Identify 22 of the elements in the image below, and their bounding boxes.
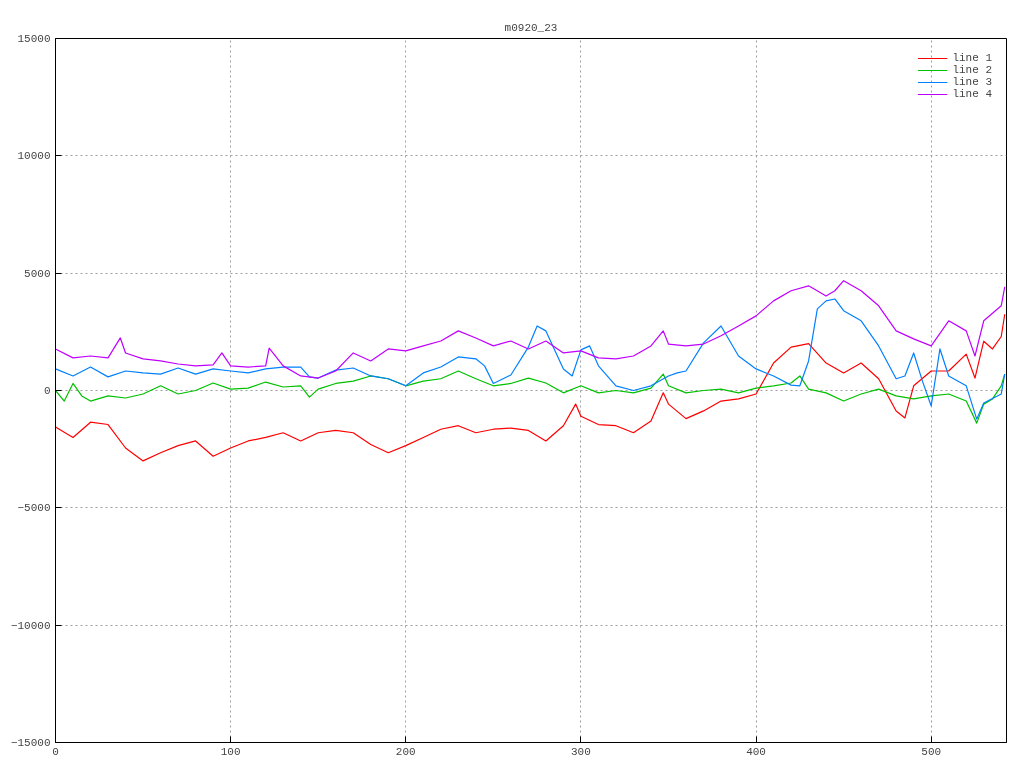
legend-label: line 4 — [952, 88, 992, 100]
line-series — [55, 313, 1006, 462]
y-tick-label: 0 — [43, 385, 51, 397]
y-tick-label: −15000 — [10, 737, 51, 749]
legend-label: line 1 — [952, 52, 992, 64]
line-series — [55, 280, 1006, 379]
y-tick-label: −10000 — [10, 619, 51, 632]
y-tick-label: 15000 — [17, 33, 51, 45]
y-tick-label: 5000 — [24, 267, 51, 280]
legend-label: line 2 — [952, 64, 992, 76]
y-tick-label: 10000 — [17, 150, 51, 163]
legend-label: line 3 — [952, 76, 992, 88]
x-tick-label: 200 — [395, 745, 416, 758]
line-series — [55, 370, 1006, 424]
x-tick-label: 400 — [746, 745, 766, 758]
x-tick-label: 500 — [921, 745, 942, 758]
x-tick-label: 100 — [220, 745, 241, 758]
line-series — [55, 298, 1006, 420]
x-tick-label: 0 — [52, 745, 59, 758]
x-tick-label: 300 — [571, 745, 591, 758]
y-tick-label: −5000 — [17, 502, 51, 515]
chart-title: m0920_23 — [504, 21, 558, 34]
